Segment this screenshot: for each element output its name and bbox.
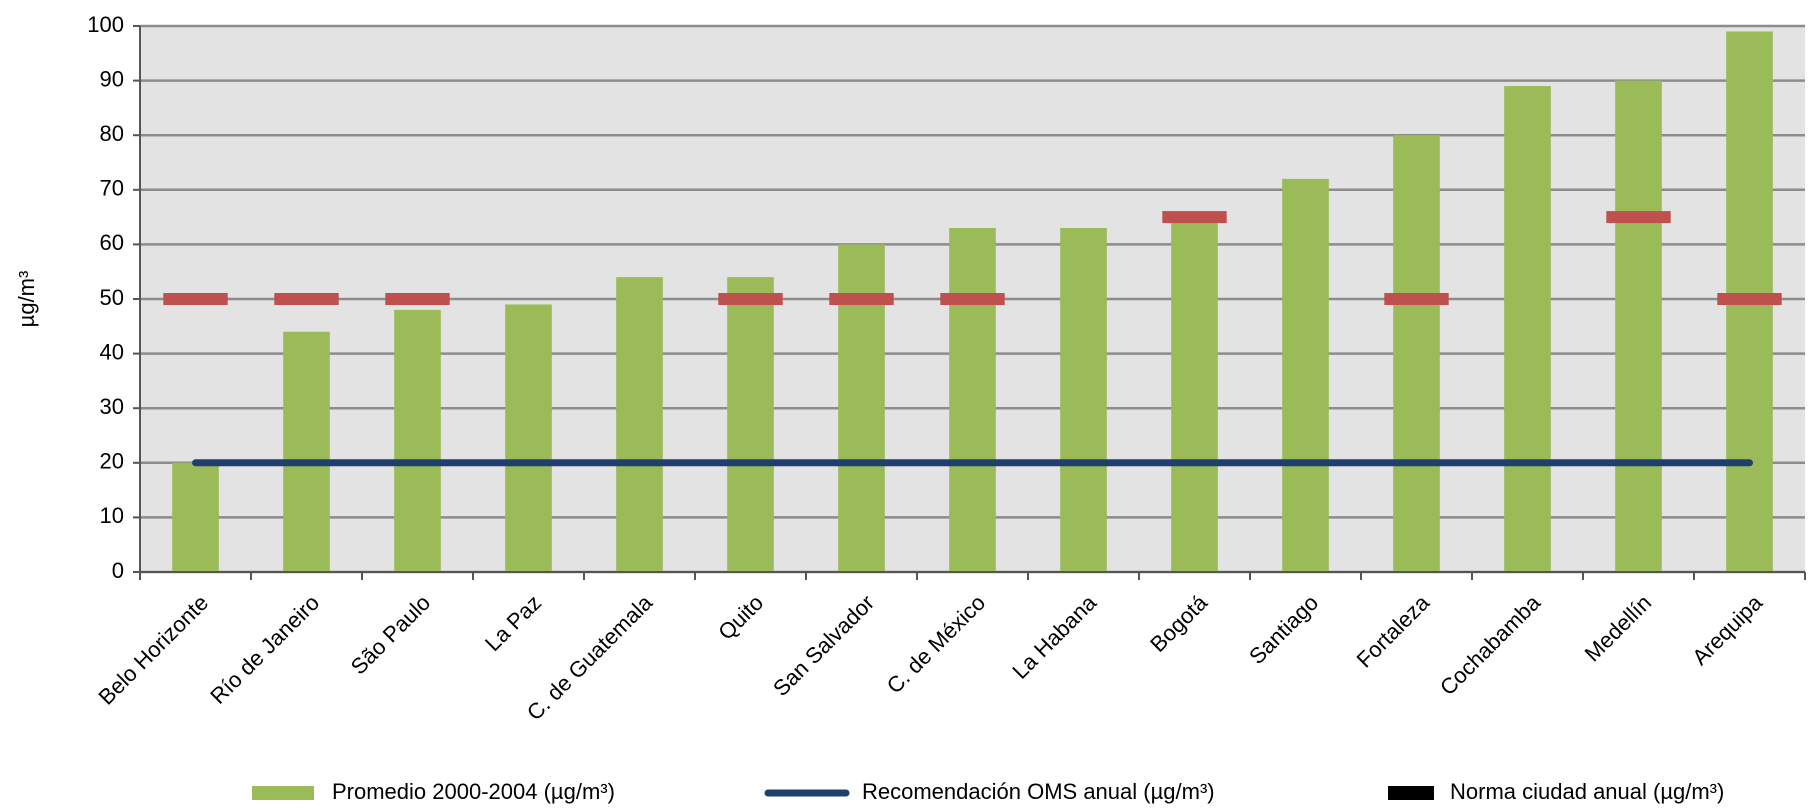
y-tick-label: 70 [100,176,124,201]
x-tick-label: Arequipa [1687,589,1767,669]
norm-marker [1606,211,1671,224]
x-tick-label: La Habana [1007,589,1101,683]
legend-swatch [1388,786,1434,800]
y-tick-label: 90 [100,66,124,91]
bar [283,331,330,572]
y-tick-label: 0 [112,558,124,583]
x-tick-label: Cochabamba [1435,589,1546,700]
x-tick-label: Belo Horizonte [93,590,213,710]
bar [1282,178,1329,572]
bar [616,277,663,572]
x-tick-label: Bogotá [1145,589,1213,657]
norm-marker [1162,211,1227,224]
x-tick-label: Medellín [1580,590,1656,666]
y-axis-label: µg/m³ [14,271,39,328]
bar [505,304,552,572]
x-tick-label: Río de Janeiro [205,590,324,709]
x-tick-label: Fortaleza [1352,589,1435,672]
bar [1504,86,1551,572]
y-tick-label: 30 [100,394,124,419]
x-tick-label: Santiago [1244,590,1323,669]
bar [727,277,774,572]
x-tick-label: San Salvador [768,590,879,701]
x-tick-label: São Paulo [346,590,435,679]
norm-marker [829,293,894,305]
x-tick-label: La Paz [480,590,546,656]
legend-label: Norma ciudad anual (µg/m³) [1450,779,1724,804]
x-tick-label: C. de México [882,590,990,698]
norm-marker [385,293,450,305]
norm-marker [718,293,783,305]
bar [172,462,219,572]
norm-marker [1717,293,1782,305]
legend-label: Promedio 2000-2004 (µg/m³) [332,779,615,804]
x-tick-label: Quito [713,590,768,645]
legend-label: Recomendación OMS anual (µg/m³) [862,779,1215,804]
bar [1615,80,1662,572]
bar [1171,222,1218,572]
bar [1060,228,1107,572]
y-tick-label: 40 [100,339,124,364]
norm-marker [1384,293,1449,305]
y-tick-label: 80 [100,121,124,146]
bar [949,228,996,572]
bar [1393,135,1440,572]
y-tick-label: 10 [100,503,124,528]
bar [394,309,441,572]
norm-marker [163,293,228,305]
y-tick-label: 60 [100,230,124,255]
y-tick-label: 50 [100,285,124,310]
norm-marker [940,293,1005,305]
norm-marker [274,293,339,305]
y-tick-label: 100 [87,12,124,37]
y-tick-label: 20 [100,449,124,474]
legend-swatch [252,786,314,800]
